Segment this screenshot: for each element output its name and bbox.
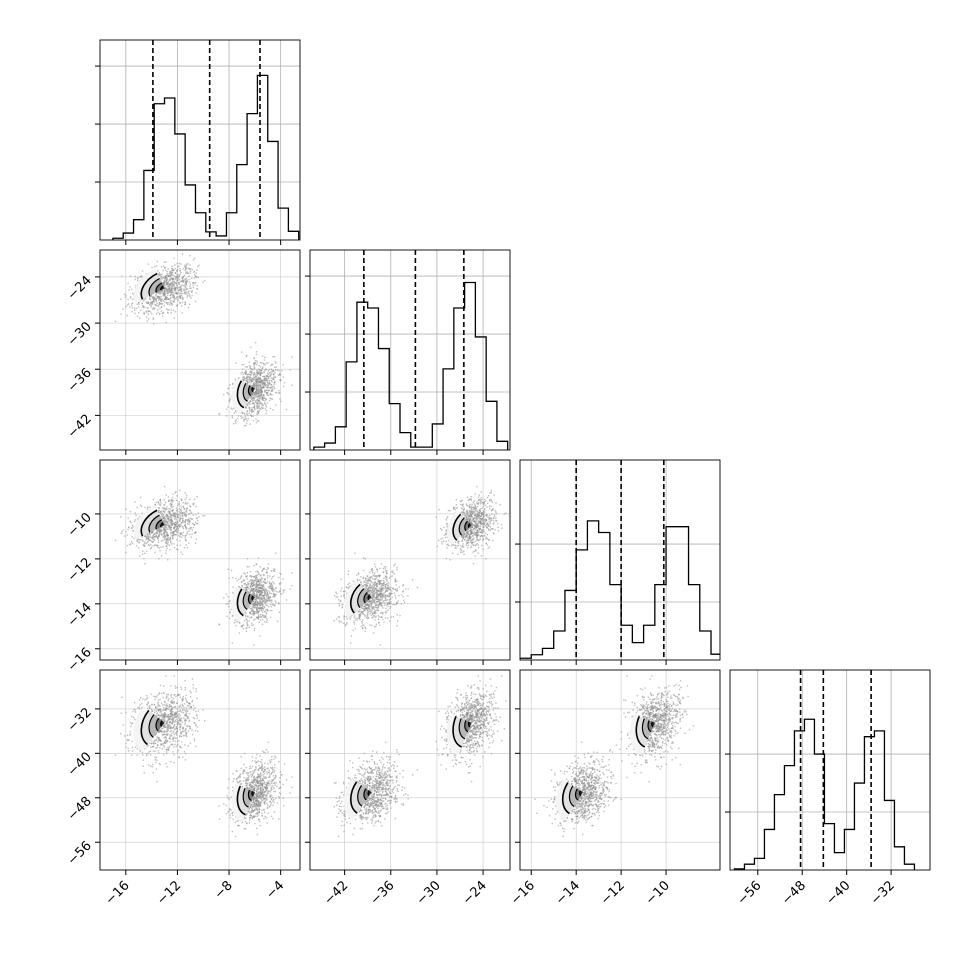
panel-0-0 — [95, 39, 301, 245]
xtick-label-1-1: −36 — [368, 878, 398, 908]
scatter-points — [333, 485, 507, 646]
ytick-label-2-2: −12 — [65, 555, 95, 585]
panel-2-1 — [305, 459, 511, 665]
xtick-label-2-1: −14 — [553, 878, 583, 908]
panel-3-2: −16 −14 −12 −10 — [508, 669, 721, 908]
panel-frame — [309, 459, 511, 661]
xtick-label-1-2: −30 — [414, 878, 444, 908]
density-cluster-1 — [231, 761, 255, 824]
panel-frame — [729, 669, 931, 871]
panel-frame — [309, 249, 511, 451]
ytick-label-3-0: −56 — [65, 838, 95, 868]
xtick-label-2-2: −12 — [598, 878, 628, 908]
xtick-label-3-2: −40 — [823, 878, 853, 908]
contour-level-0 — [231, 761, 255, 824]
panel-frame — [99, 39, 301, 241]
ytick-label-1-3: −24 — [65, 273, 95, 303]
xtick-label-0-2: −8 — [212, 878, 236, 902]
xtick-label-0-1: −12 — [154, 878, 184, 908]
xtick-label-3-1: −48 — [779, 878, 809, 908]
scatter-points — [333, 675, 507, 838]
histogram-1 — [313, 281, 509, 450]
xtick-label-3-0: −56 — [735, 878, 765, 908]
xtick-label-1-3: −24 — [460, 878, 490, 908]
panel-frame — [99, 249, 301, 451]
ytick-label-1-1: −36 — [65, 365, 95, 395]
panel-frame — [99, 669, 301, 871]
xtick-label-3-3: −32 — [868, 878, 898, 908]
xtick-label-2-3: −10 — [643, 878, 673, 908]
ytick-label-3-1: −48 — [65, 794, 95, 824]
panel-frame — [519, 459, 721, 661]
scatter-points — [114, 485, 293, 646]
panel-3-3: −56 −48 −40 −32 — [725, 669, 931, 908]
ytick-label-1-0: −42 — [65, 412, 95, 442]
xtick-label-1-0: −42 — [321, 878, 351, 908]
ytick-label-2-0: −16 — [65, 645, 95, 675]
xtick-label-2-0: −16 — [508, 878, 538, 908]
panel-3-0: −16 −12 −8 −4 −56 −48 −40 −32 — [65, 669, 301, 908]
xtick-label-0-3: −4 — [263, 878, 287, 902]
ytick-label-2-3: −10 — [65, 510, 95, 540]
ytick-label-3-2: −40 — [65, 750, 95, 780]
panel-3-1: −42 −36 −30 −24 — [305, 669, 511, 908]
panel-1-1 — [305, 249, 511, 455]
panel-frame — [519, 669, 721, 871]
panel-2-0: −16 −14 −12 −10 — [65, 459, 301, 675]
panel-1-0: −42 −36 −30 −24 — [65, 249, 301, 455]
scatter-points — [534, 675, 695, 838]
ytick-label-2-1: −14 — [65, 600, 95, 630]
panel-frame — [99, 459, 301, 661]
panel-frame — [309, 669, 511, 871]
scatter-points — [114, 675, 293, 838]
ytick-label-1-2: −30 — [65, 319, 95, 349]
density-cluster-1 — [343, 761, 372, 824]
histogram-0 — [112, 74, 300, 240]
panel-2-2 — [515, 459, 721, 665]
ytick-label-3-3: −32 — [65, 705, 95, 735]
xtick-label-0-0: −16 — [103, 878, 133, 908]
histogram-3 — [733, 718, 916, 870]
